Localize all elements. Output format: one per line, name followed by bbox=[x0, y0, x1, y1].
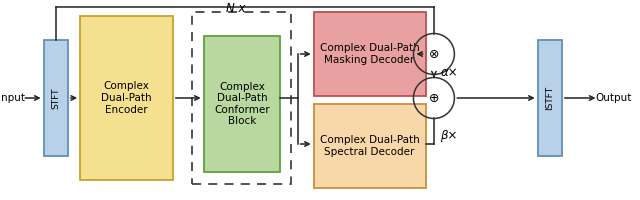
Text: ⊕: ⊕ bbox=[429, 92, 439, 104]
FancyBboxPatch shape bbox=[44, 40, 68, 156]
FancyBboxPatch shape bbox=[192, 12, 291, 184]
Text: N x: N x bbox=[226, 2, 245, 16]
FancyBboxPatch shape bbox=[204, 36, 280, 172]
Text: ⊗: ⊗ bbox=[429, 47, 439, 60]
FancyBboxPatch shape bbox=[314, 12, 426, 96]
FancyBboxPatch shape bbox=[314, 104, 426, 188]
Text: Complex Dual-Path
Masking Decoder: Complex Dual-Path Masking Decoder bbox=[320, 43, 419, 65]
Text: α×: α× bbox=[440, 66, 458, 78]
Text: Complex
Dual-Path
Encoder: Complex Dual-Path Encoder bbox=[101, 81, 152, 115]
Text: β×: β× bbox=[440, 130, 458, 142]
Text: input: input bbox=[0, 93, 25, 103]
FancyBboxPatch shape bbox=[80, 16, 173, 180]
Text: Output: Output bbox=[595, 93, 631, 103]
Text: Complex Dual-Path
Spectral Decoder: Complex Dual-Path Spectral Decoder bbox=[320, 135, 419, 157]
Text: ISTFT: ISTFT bbox=[545, 86, 554, 110]
FancyBboxPatch shape bbox=[538, 40, 562, 156]
Text: STFT: STFT bbox=[51, 87, 60, 109]
Text: Complex
Dual-Path
Conformer
Block: Complex Dual-Path Conformer Block bbox=[214, 82, 269, 126]
